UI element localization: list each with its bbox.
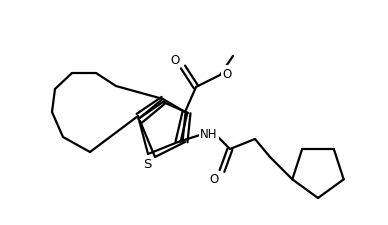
Text: S: S: [143, 158, 151, 171]
Text: O: O: [170, 53, 180, 66]
Text: O: O: [210, 173, 218, 186]
Text: NH: NH: [200, 128, 218, 141]
Text: O: O: [222, 67, 232, 80]
